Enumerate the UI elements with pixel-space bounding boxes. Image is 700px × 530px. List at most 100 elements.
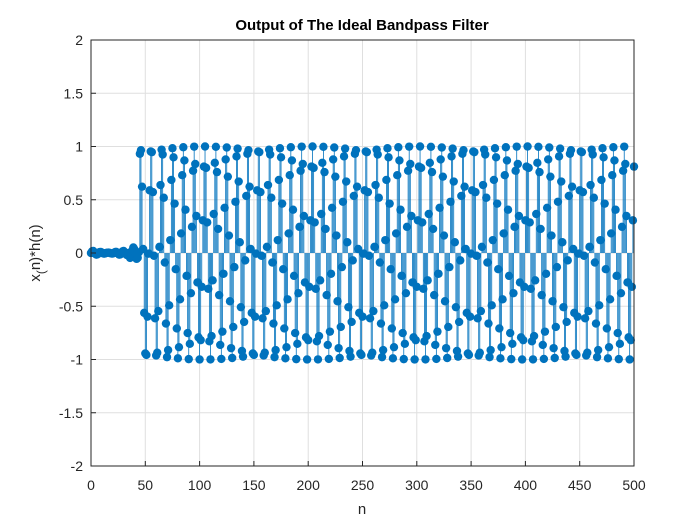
y-tick-label: -0.5 bbox=[59, 298, 83, 314]
stem-marker bbox=[286, 143, 296, 152]
stem-marker bbox=[342, 177, 351, 186]
stem-marker bbox=[347, 317, 356, 327]
stem-marker bbox=[172, 324, 181, 333]
stem-marker bbox=[178, 170, 187, 180]
stem-marker bbox=[595, 301, 604, 310]
stem-marker bbox=[608, 170, 617, 180]
stem-marker bbox=[200, 142, 210, 151]
stem-marker bbox=[337, 262, 347, 272]
stem-marker bbox=[218, 327, 227, 336]
stem-marker bbox=[519, 335, 528, 345]
stem-series bbox=[86, 142, 639, 364]
stem-marker bbox=[588, 150, 597, 159]
stem-marker bbox=[450, 238, 460, 247]
stem-marker bbox=[583, 348, 592, 357]
stem-marker bbox=[162, 352, 172, 362]
stem-marker bbox=[208, 276, 217, 285]
stem-marker bbox=[207, 331, 216, 341]
stem-marker bbox=[572, 350, 581, 360]
stem-marker bbox=[158, 150, 167, 159]
stem-marker bbox=[550, 353, 559, 363]
stem-marker bbox=[230, 262, 239, 272]
stem-marker bbox=[418, 218, 427, 227]
stem-marker bbox=[514, 211, 524, 221]
stem-marker bbox=[557, 177, 566, 186]
stem-marker bbox=[523, 142, 532, 151]
stem-marker bbox=[517, 355, 527, 364]
stem-marker bbox=[563, 256, 572, 265]
stem-marker bbox=[216, 340, 225, 350]
stem-marker bbox=[600, 199, 609, 208]
stem-marker bbox=[628, 216, 638, 225]
stem-marker bbox=[611, 205, 620, 214]
stem-marker bbox=[197, 282, 206, 292]
stem-marker bbox=[319, 142, 328, 151]
stem-marker bbox=[484, 319, 493, 328]
stem-marker bbox=[195, 355, 204, 364]
stem-marker bbox=[331, 172, 340, 181]
stem-marker bbox=[314, 331, 324, 341]
stem-marker bbox=[625, 355, 634, 364]
stem-marker bbox=[431, 340, 440, 350]
x-tick-label: 0 bbox=[87, 477, 95, 493]
y-axis-label-rest: n)*h(n) bbox=[27, 224, 44, 270]
stem-marker bbox=[260, 348, 269, 357]
stem-marker bbox=[305, 282, 314, 292]
x-tick-label: 100 bbox=[188, 477, 212, 493]
stem-marker bbox=[238, 352, 248, 361]
stem-marker bbox=[416, 163, 426, 173]
stem-marker bbox=[439, 231, 449, 240]
stem-marker bbox=[184, 354, 193, 364]
stem-marker bbox=[436, 155, 445, 164]
stem-marker bbox=[175, 295, 185, 304]
stem-marker bbox=[441, 343, 451, 353]
stem-marker bbox=[263, 180, 273, 190]
stem-marker bbox=[593, 345, 603, 355]
stem-marker bbox=[272, 301, 281, 310]
stem-marker bbox=[491, 153, 501, 162]
stem-marker bbox=[407, 211, 416, 221]
stem-marker bbox=[369, 306, 378, 316]
stem-marker bbox=[377, 352, 387, 362]
stem-marker bbox=[142, 350, 151, 360]
stem-marker bbox=[249, 350, 259, 360]
stem-marker bbox=[258, 314, 267, 323]
stem-marker bbox=[308, 142, 317, 151]
stem-marker bbox=[591, 319, 601, 328]
stem-marker bbox=[232, 152, 241, 161]
y-tick-label: 1 bbox=[75, 139, 83, 155]
stem-marker bbox=[389, 342, 399, 352]
stem-marker bbox=[616, 288, 626, 298]
stem-marker bbox=[380, 301, 389, 310]
stem-marker bbox=[339, 152, 349, 161]
stem-marker bbox=[438, 172, 448, 181]
stem-marker bbox=[485, 352, 494, 362]
stem-marker bbox=[334, 343, 343, 353]
stem-marker bbox=[602, 324, 612, 333]
stem-marker bbox=[471, 187, 480, 197]
stem-marker bbox=[343, 238, 352, 247]
stem-marker bbox=[320, 167, 329, 177]
stem-marker bbox=[487, 301, 496, 310]
stem-marker bbox=[221, 155, 230, 164]
stem-marker bbox=[358, 312, 367, 321]
stem-marker bbox=[453, 352, 463, 361]
stem-marker bbox=[388, 354, 398, 363]
stem-marker bbox=[449, 177, 458, 186]
stem-marker bbox=[610, 156, 619, 165]
stem-marker bbox=[621, 159, 630, 169]
stem-marker bbox=[433, 327, 442, 336]
stem-marker bbox=[524, 163, 533, 173]
stem-marker bbox=[533, 158, 542, 168]
stem-marker bbox=[290, 328, 300, 338]
stem-marker bbox=[558, 238, 567, 247]
stem-marker bbox=[578, 187, 588, 197]
stem-marker bbox=[534, 142, 543, 151]
stem-marker bbox=[346, 352, 355, 361]
stem-marker bbox=[546, 172, 555, 181]
stem-marker bbox=[164, 301, 174, 310]
stem-marker bbox=[460, 182, 469, 191]
stem-marker bbox=[227, 353, 237, 363]
stem-marker bbox=[525, 218, 534, 227]
stem-marker bbox=[310, 218, 319, 227]
